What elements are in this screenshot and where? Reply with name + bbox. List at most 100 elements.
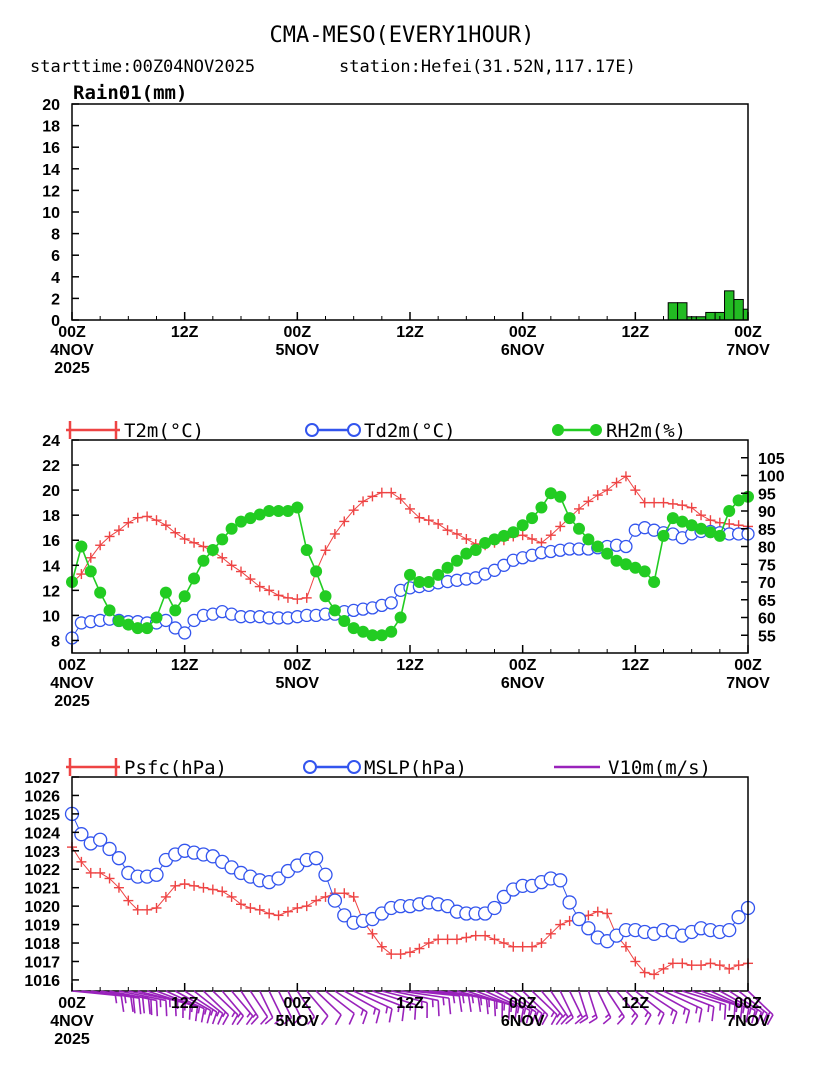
wind-barb-half-feather xyxy=(735,1004,738,1013)
legend-td2m-marker xyxy=(305,423,319,437)
wind-barb-half-feather xyxy=(479,997,483,1006)
x-tick-label: 00Z xyxy=(734,657,762,674)
psfc-point xyxy=(545,928,556,939)
wind-barb xyxy=(221,990,245,1026)
wind-barb-feather xyxy=(150,999,153,1016)
wind-barb-staff xyxy=(615,990,639,1017)
wind-barb-feather xyxy=(174,1000,177,1017)
wind-barb-feather xyxy=(348,1013,355,1025)
wind-barb-staff xyxy=(118,990,167,1002)
rh2m-point xyxy=(629,561,642,574)
wind-barb-half-feather xyxy=(372,1007,377,1015)
psfc-point xyxy=(282,906,293,917)
y-tick-label: 2 xyxy=(51,291,60,308)
wind-barb xyxy=(747,990,774,1026)
psfc-point xyxy=(423,938,434,949)
temperature-series xyxy=(65,471,755,645)
x-tick-label: 12Z xyxy=(396,324,424,341)
wind-barb-feather xyxy=(541,1014,549,1026)
x-tick-label: 00Z xyxy=(509,657,537,674)
t2m-point xyxy=(592,490,603,501)
y-tick-label: 12 xyxy=(42,583,60,600)
wind-barb-staff xyxy=(184,990,218,1013)
wind-barb-staff xyxy=(193,990,224,1015)
rh2m-point xyxy=(713,529,726,542)
wind-barb-half-feather xyxy=(567,1013,573,1019)
wind-barb-half-feather xyxy=(385,1006,389,1014)
wind-barb xyxy=(231,990,254,1026)
y-tick-label: 18 xyxy=(42,119,60,136)
rh2m-point xyxy=(291,501,304,514)
rh2m-point xyxy=(676,515,689,528)
t2m-point xyxy=(630,485,641,496)
chart-subtitle-station: station:Hefei(31.52N,117.17E) xyxy=(339,57,636,77)
mslp-point xyxy=(111,851,127,866)
wind-barb-staff xyxy=(156,990,198,1008)
wind-barb xyxy=(710,990,750,1023)
wind-barb-half-feather xyxy=(246,1012,251,1018)
wind-barb-feather xyxy=(147,998,151,1015)
legend-td2m-label: Td2m(°C) xyxy=(364,420,456,442)
t2m-point xyxy=(367,491,378,502)
t2m-point xyxy=(160,520,171,531)
wind-barb-feather xyxy=(129,995,134,1013)
rh2m-point xyxy=(112,615,125,628)
rh2m-point xyxy=(281,505,294,517)
wind-barb-feather xyxy=(375,1010,381,1024)
psfc-point xyxy=(189,880,200,891)
wind-barb-feather xyxy=(733,1004,736,1020)
wind-barb-staff xyxy=(578,990,589,1019)
wind-barb-half-feather xyxy=(535,1010,540,1017)
psfc-point xyxy=(339,888,350,899)
wind-barb-feather xyxy=(739,1006,743,1022)
wind-barb-staff xyxy=(268,990,283,1018)
mslp-point xyxy=(562,895,577,910)
rh2m-point xyxy=(404,568,416,581)
y-tick-label: 90 xyxy=(758,504,776,521)
t2m-point xyxy=(545,530,556,541)
x-tick-label: 2025 xyxy=(54,1031,90,1048)
wind-barb-half-feather xyxy=(707,1004,710,1013)
psfc-point xyxy=(724,963,735,974)
wind-barb xyxy=(738,990,769,1025)
wind-barb-half-feather xyxy=(516,1006,520,1014)
psfc-point xyxy=(489,934,500,945)
td2m-point xyxy=(178,626,192,640)
wind-barb-half-feather xyxy=(221,1011,227,1018)
wind-barb-staff xyxy=(202,990,229,1016)
wind-barb-half-feather xyxy=(760,1010,765,1017)
t2m-point xyxy=(142,511,153,522)
rh2m-point xyxy=(328,604,341,617)
wind-barb xyxy=(634,990,665,1025)
rh2m-point xyxy=(150,611,163,624)
wind-barb xyxy=(315,990,342,1026)
wind-barb xyxy=(484,990,525,1023)
wind-barb-half-feather xyxy=(670,1009,674,1016)
wind-barb xyxy=(550,990,569,1025)
wind-barb-staff xyxy=(550,990,569,1018)
wind-barb-feather xyxy=(630,1015,639,1026)
wind-barb-feather xyxy=(334,1014,342,1026)
wind-barb xyxy=(400,990,452,1015)
wind-barb-staff xyxy=(109,990,157,1002)
mslp-point xyxy=(487,900,502,916)
wind-barb xyxy=(362,990,405,1022)
wind-barb xyxy=(540,990,564,1026)
wind-barb xyxy=(165,990,205,1023)
wind-barb xyxy=(259,990,274,1025)
rh2m-point xyxy=(413,576,426,588)
rain-y-axis: 0 2 4 6 8 10 12 14 16 18 20 xyxy=(42,97,79,330)
psfc-point xyxy=(348,891,359,902)
x-tick-label: 12Z xyxy=(396,657,424,674)
y-tick-label: 22 xyxy=(42,458,60,475)
wind-barb-staff xyxy=(372,990,416,1006)
legend-psfc-label: Psfc(hPa) xyxy=(124,757,227,779)
rh2m-point xyxy=(723,505,736,517)
wind-barb-staff xyxy=(503,990,537,1013)
wind-barb xyxy=(391,990,440,1017)
psfc-point xyxy=(442,934,453,945)
x-tick-label: 12Z xyxy=(622,324,650,341)
legend-t2m: T2m(°C) xyxy=(66,420,204,442)
wind-barb xyxy=(353,990,393,1023)
t2m-point xyxy=(170,527,181,538)
